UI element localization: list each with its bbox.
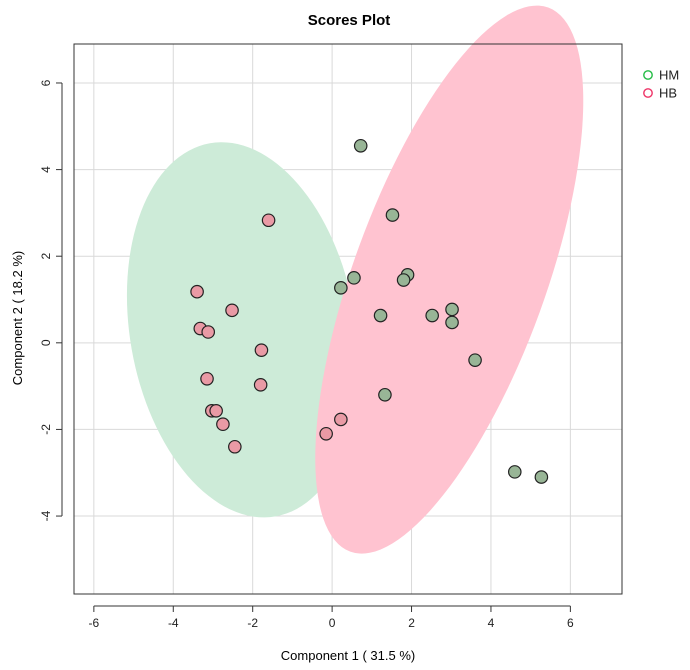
data-points <box>190 138 549 484</box>
y-axis-label: Component 2 ( 18.2 %) <box>10 251 25 385</box>
point-hm <box>507 465 522 479</box>
plot-area <box>73 5 623 595</box>
point-hm <box>534 470 549 484</box>
x-tick-label: 4 <box>488 616 495 630</box>
point-hm <box>445 302 459 317</box>
x-tick-label: -6 <box>89 616 100 630</box>
point-hb <box>319 426 333 441</box>
y-tick-label: -2 <box>39 424 53 435</box>
y-tick-label: 4 <box>39 166 53 173</box>
legend-label-hm: HM <box>659 68 679 83</box>
legend: HM HB <box>643 68 679 101</box>
x-tick-label: 2 <box>408 616 415 630</box>
y-axis: -4 -2 0 2 4 6 <box>39 79 63 521</box>
point-hm <box>334 281 348 295</box>
point-hb <box>334 412 348 427</box>
y-tick-label: 2 <box>39 253 53 260</box>
point-hb <box>209 404 223 418</box>
chart-title: Scores Plot <box>308 12 391 29</box>
point-hm <box>445 315 459 330</box>
x-axis-label: Component 1 ( 31.5 %) <box>281 648 415 663</box>
legend-marker-hm <box>643 70 653 80</box>
point-hm <box>378 387 392 402</box>
x-tick-label: -4 <box>168 616 179 630</box>
plot-frame <box>73 43 623 595</box>
point-hm <box>347 271 361 285</box>
y-tick-label: 6 <box>39 79 53 86</box>
point-hb <box>200 371 214 386</box>
point-hb <box>216 417 230 432</box>
point-hb <box>254 343 269 357</box>
legend-marker-hb <box>643 88 653 98</box>
ellipse-hm <box>126 142 359 518</box>
point-hb <box>228 439 242 454</box>
point-hm <box>425 308 439 323</box>
x-tick-label: 0 <box>329 616 336 630</box>
point-hm <box>468 353 482 367</box>
ellipse-hb <box>315 5 584 554</box>
point-hb <box>261 213 276 228</box>
point-hm <box>353 138 368 153</box>
point-hm <box>373 308 388 323</box>
confidence-ellipses <box>126 5 584 554</box>
y-tick-label: 0 <box>39 339 53 346</box>
x-axis: -6 -4 -2 0 2 4 6 <box>89 605 574 630</box>
point-hb <box>225 303 239 318</box>
y-tick-label: -4 <box>39 510 53 521</box>
point-hb <box>253 378 268 392</box>
point-hb <box>201 325 216 339</box>
legend-label-hb: HB <box>659 86 677 101</box>
x-tick-label: -2 <box>247 616 258 630</box>
x-tick-label: 6 <box>567 616 574 630</box>
point-hm <box>385 208 400 222</box>
point-hm <box>396 273 411 287</box>
point-hb <box>190 284 204 299</box>
